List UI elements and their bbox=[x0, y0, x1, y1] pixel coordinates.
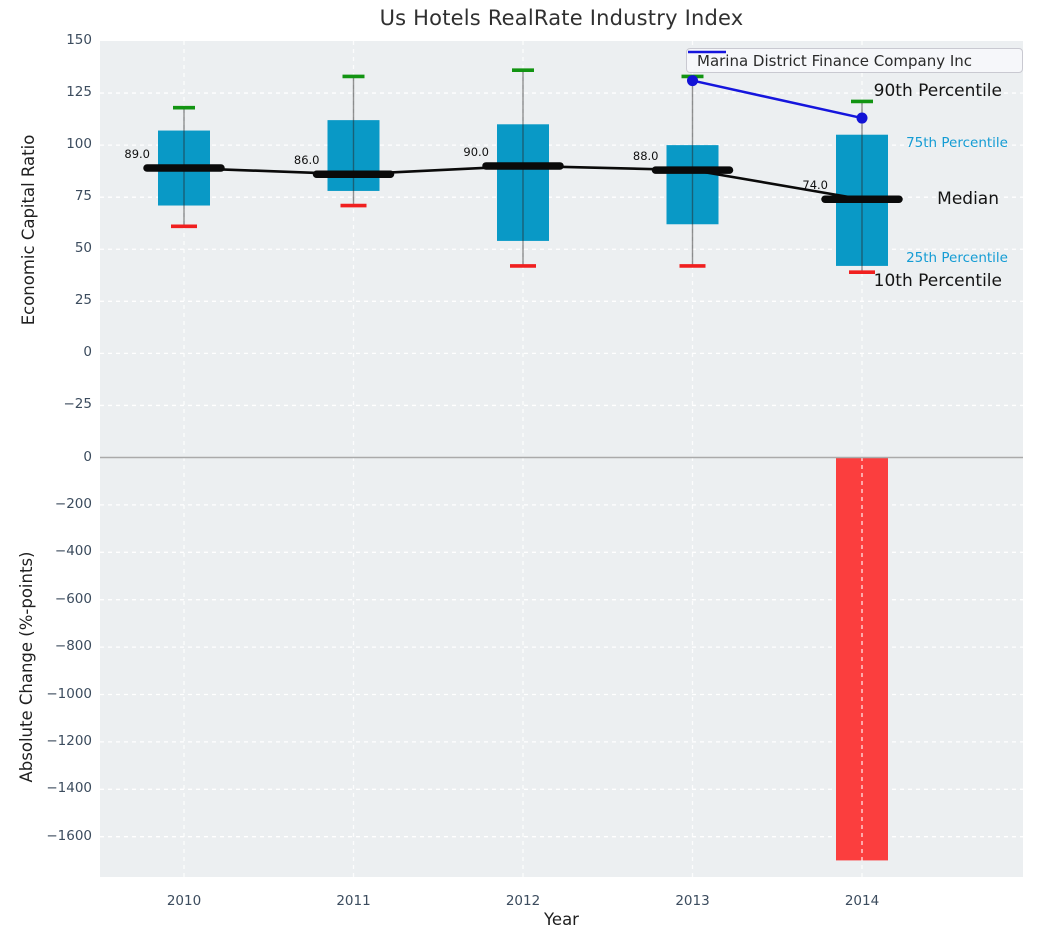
label-10th-percentile: 10th Percentile bbox=[873, 271, 1002, 291]
x-tick-label: 2010 bbox=[166, 893, 202, 909]
median-value-label: 90.0 bbox=[463, 144, 489, 159]
y-tick-label: −1400 bbox=[46, 780, 92, 797]
y-tick-label: −200 bbox=[54, 495, 92, 512]
legend-line-icon bbox=[688, 50, 726, 54]
label-median: Median bbox=[937, 189, 999, 209]
y-tick-label: −800 bbox=[54, 638, 92, 655]
x-axis-label: Year bbox=[544, 910, 579, 929]
chart-title: Us Hotels RealRate Industry Index bbox=[379, 6, 744, 30]
legend: Marina District Finance Company Inc bbox=[686, 48, 1023, 73]
label-25th-percentile: 25th Percentile bbox=[906, 250, 1008, 266]
y-tick-label: −25 bbox=[63, 396, 93, 413]
label-75th-percentile: 75th Percentile bbox=[906, 135, 1008, 151]
legend-label: Marina District Finance Company Inc bbox=[697, 51, 973, 70]
x-tick-label: 2011 bbox=[336, 893, 371, 909]
y-tick-label: −400 bbox=[54, 543, 92, 560]
y-tick-label: −1600 bbox=[46, 827, 92, 844]
median-value-label: 89.0 bbox=[124, 147, 150, 162]
y-axis-label-top: Economic Capital Ratio bbox=[19, 134, 38, 326]
median-value-label: 86.0 bbox=[293, 153, 320, 168]
company-point bbox=[856, 112, 868, 124]
y-axis-label-bottom: Absolute Change (%-points) bbox=[17, 551, 36, 783]
median-value-label: 74.0 bbox=[802, 178, 828, 193]
y-tick-label: −600 bbox=[54, 590, 92, 607]
y-tick-label: 0 bbox=[83, 344, 92, 361]
x-tick-label: 2014 bbox=[844, 893, 880, 909]
company-line bbox=[692, 79, 863, 120]
company-point bbox=[687, 75, 698, 87]
median-value-label: 88.0 bbox=[632, 149, 659, 164]
y-tick-label: −1200 bbox=[46, 732, 92, 749]
y-tick-label: −1000 bbox=[46, 685, 92, 702]
label-90th-percentile: 90th Percentile bbox=[873, 81, 1002, 101]
x-tick-label: 2013 bbox=[675, 893, 710, 909]
x-tick-label: 2012 bbox=[505, 893, 541, 909]
y-tick-label: 75 bbox=[74, 188, 92, 205]
y-tick-label: 100 bbox=[66, 136, 92, 153]
y-tick-label: 0 bbox=[83, 448, 92, 465]
y-tick-label: 150 bbox=[66, 32, 92, 48]
y-tick-label: 25 bbox=[74, 292, 92, 309]
y-tick-label: 125 bbox=[66, 84, 92, 101]
y-tick-label: 50 bbox=[74, 240, 92, 257]
